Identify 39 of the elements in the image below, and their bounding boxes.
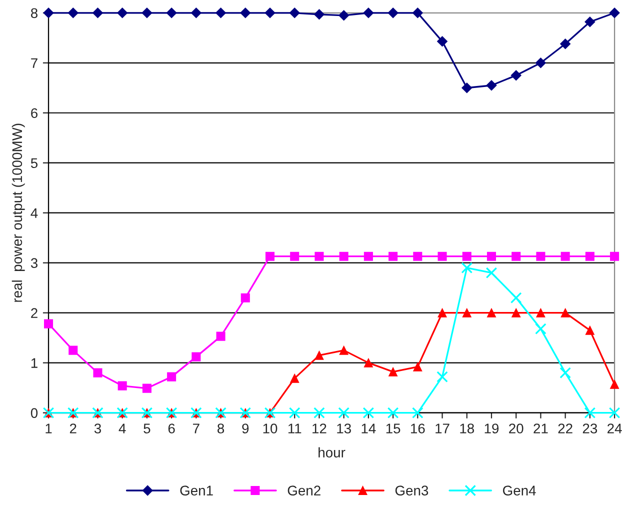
y-tick-label: 6	[31, 108, 38, 118]
x-axis-title: hour	[318, 447, 346, 458]
x-tick-label: 23	[582, 424, 598, 434]
x-tick-label: 1	[46, 424, 52, 434]
y-tick-label: 5	[30, 158, 38, 168]
x-tick-label: 17	[436, 424, 450, 434]
y-axis-title: real power output (1000MW)	[12, 124, 25, 302]
legend-label: Gen1	[180, 486, 213, 496]
y-tick-label: 4	[30, 208, 38, 218]
y-tick-label: 2	[31, 308, 38, 318]
x-tick-label: 2	[70, 424, 76, 434]
y-tick-label: 3	[30, 258, 38, 268]
x-tick-label: 10	[263, 424, 278, 434]
x-tick-label: 5	[144, 424, 150, 434]
legend-label: Gen3	[395, 486, 428, 496]
x-tick-label: 8	[218, 424, 224, 434]
y-tick-label: 7	[31, 58, 38, 68]
y-tick-label: 8	[30, 8, 38, 18]
x-tick-label: 4	[118, 424, 126, 434]
x-tick-label: 18	[460, 424, 474, 434]
x-tick-label: 9	[242, 424, 249, 434]
x-tick-label: 7	[193, 424, 200, 434]
x-tick-label: 20	[509, 424, 524, 434]
x-tick-label: 16	[410, 424, 425, 434]
x-tick-label: 14	[362, 424, 376, 434]
x-tick-label: 24	[608, 424, 622, 434]
x-tick-label: 21	[534, 424, 548, 434]
x-tick-label: 3	[94, 424, 101, 434]
x-tick-label: 22	[558, 424, 572, 434]
y-tick-label: 0	[30, 408, 38, 418]
x-tick-label: 12	[312, 424, 326, 434]
x-tick-label: 13	[337, 424, 351, 434]
y-tick-label: 1	[31, 358, 38, 368]
legend-label: Gen2	[288, 486, 320, 496]
legend-label: Gen4	[503, 486, 536, 496]
x-tick-label: 15	[386, 424, 400, 434]
x-tick-label: 11	[288, 424, 302, 434]
x-tick-label: 6	[168, 424, 175, 434]
x-tick-label: 19	[484, 424, 499, 434]
